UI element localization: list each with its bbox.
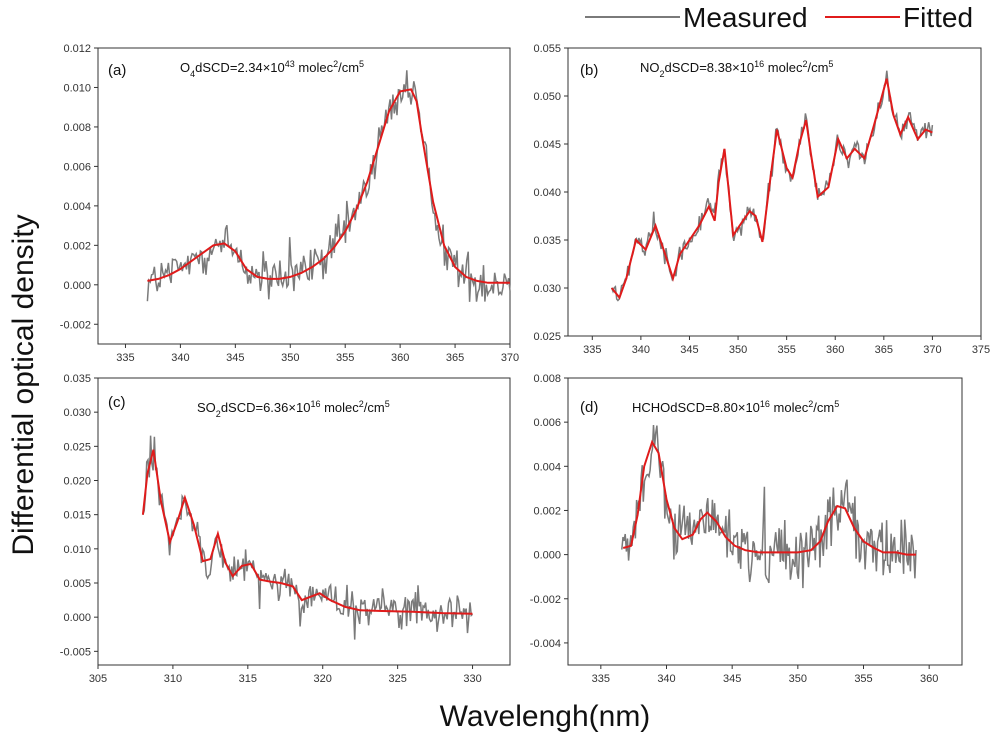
panel-d-y-tick-label: 0.004 [533, 461, 561, 473]
panel-a-label: (a) [108, 62, 126, 79]
panel-b-x-tick-label: 340 [632, 344, 650, 356]
panel-d-x-tick-label: 350 [789, 673, 807, 685]
panel-c-x-tick-label: 320 [314, 673, 332, 685]
panel-b-x-tick-label: 350 [729, 344, 747, 356]
panel-c-y-tick-label: 0.005 [63, 578, 91, 590]
panel-d: 335 340 345 350 355 360 -0.004 -0.002 0.000 0.00… [530, 373, 963, 685]
panel-b-x-tick-label: 355 [777, 344, 795, 356]
panel-d-x-tick-label: 360 [920, 673, 938, 685]
panel-b-measured-line [610, 70, 934, 302]
panel-a-x-tick-label: 360 [391, 352, 409, 364]
panel-b-y-tick-label: 0.055 [533, 43, 561, 55]
panel-a-y-tick-label: 0.006 [63, 161, 91, 173]
panel-d-y-tick-label: 0.000 [533, 550, 561, 562]
panel-a-measured-line [146, 70, 511, 302]
panel-a-y-tick-label: 0.010 [63, 82, 91, 94]
panel-a-y-ticks: -0.002 0.000 0.002 0.004 0.006 0.008 0.010 0.01… [60, 43, 98, 331]
y-axis-title: Differential optical density [7, 214, 40, 555]
panel-a-y-tick-label: 0.008 [63, 122, 91, 134]
panel-c-x-tick-label: 315 [239, 673, 257, 685]
panel-a-x-tick-label: 370 [501, 352, 519, 364]
panel-c-x-tick-label: 310 [164, 673, 182, 685]
panel-d-y-tick-label: 0.006 [533, 417, 561, 429]
panel-a-x-tick-label: 355 [336, 352, 354, 364]
panel-a-x-tick-label: 365 [446, 352, 464, 364]
panel-a-x-tick-label: 350 [281, 352, 299, 364]
panel-a-x-ticks: 335 340 345 350 355 360 365 370 [116, 344, 519, 364]
panel-d-fitted-line [622, 439, 916, 556]
panel-c-frame [97, 377, 511, 666]
panel-d-x-tick-label: 335 [592, 673, 610, 685]
panel-c-y-tick-label: 0.030 [63, 407, 91, 419]
panel-b-y-tick-label: 0.050 [533, 91, 561, 103]
panel-a-y-tick-label: -0.002 [60, 319, 91, 331]
panel-a-y-tick-label: 0.002 [63, 240, 91, 252]
panel-d-x-ticks: 335 340 345 350 355 360 [592, 665, 938, 685]
panel-b-x-tick-label: 345 [680, 344, 698, 356]
panel-c-y-tick-label: 0.035 [63, 373, 91, 385]
panel-c-annotation: SO2dSCD=6.36×1016 molec2/cm5 [197, 399, 390, 419]
panel-b-y-tick-label: 0.030 [533, 283, 561, 295]
panel-b-y-tick-label: 0.025 [533, 331, 561, 343]
panel-b-annotation: NO2dSCD=8.38×1016 molec2/cm5 [640, 59, 833, 79]
panel-b: 335 340 345 350 355 360 365 370 375 0.0250.0300.… [533, 43, 990, 356]
legend-fitted-label: Fitted [903, 2, 973, 33]
panel-b-y-tick-label: 0.035 [533, 235, 561, 247]
panel-b-x-tick-label: 375 [972, 344, 990, 356]
panel-d-x-tick-label: 340 [657, 673, 675, 685]
panel-d-annotation: HCHOdSCD=8.80×1016 molec2/cm5 [632, 399, 839, 415]
panel-d-x-tick-label: 355 [854, 673, 872, 685]
panel-b-x-tick-label: 335 [583, 344, 601, 356]
panel-d-y-ticks: -0.004 -0.002 0.000 0.002 0.004 0.006 0.008 [530, 373, 568, 650]
panel-d-y-tick-label: 0.008 [533, 373, 561, 385]
panel-c-y-tick-label: 0.020 [63, 476, 91, 488]
panel-c-x-tick-label: 305 [89, 673, 107, 685]
panel-c-y-tick-label: 0.010 [63, 544, 91, 556]
panel-a-x-tick-label: 335 [116, 352, 134, 364]
panel-c-y-ticks: -0.005 0.000 0.005 0.010 0.015 0.020 0.025 0.03… [60, 373, 98, 658]
panel-c-y-tick-label: 0.015 [63, 510, 91, 522]
panel-a-x-tick-label: 340 [171, 352, 189, 364]
panel-c-y-tick-label: 0.000 [63, 612, 91, 624]
panel-b-y-ticks: 0.025 0.030 0.035 0.040 0.045 0.050 0.055 [533, 43, 568, 343]
panel-c-fitted-line [141, 449, 473, 615]
panel-c-y-tick-label: 0.025 [63, 441, 91, 453]
panel-a-x-tick-label: 345 [226, 352, 244, 364]
panel-a-annotation: O4dSCD=2.34×1043 molec2/cm5 [180, 59, 364, 79]
panel-c: 305 310 315 320 325 330 -0.005 0.000 0.005 0.010… [60, 373, 511, 685]
legend-measured-label: Measured [683, 2, 808, 33]
panel-d-label: (d) [580, 399, 598, 416]
panel-b-y-tick-label: 0.040 [533, 187, 561, 199]
panel-c-label: (c) [108, 394, 126, 411]
panel-a-y-tick-label: 0.012 [63, 43, 91, 55]
panel-b-fitted-line [610, 78, 933, 300]
panel-d-y-tick-label: -0.004 [530, 638, 561, 650]
panel-a-frame [97, 47, 511, 345]
panel-b-x-ticks: 335 340 345 350 355 360 365 370 375 [583, 336, 990, 356]
panel-d-x-tick-label: 345 [723, 673, 741, 685]
panel-c-x-ticks: 305 310 315 320 325 330 [89, 665, 482, 685]
panel-b-label: (b) [580, 62, 598, 79]
panel-d-measured-line [621, 424, 917, 589]
legend: Measured Fitted [585, 2, 973, 33]
panel-a-fitted-line [147, 88, 510, 284]
panel-d-y-tick-label: -0.002 [530, 594, 561, 606]
panel-a-y-tick-label: 0.000 [63, 280, 91, 292]
x-axis-title: Wavelengh(nm) [440, 700, 651, 733]
panel-c-x-tick-label: 325 [388, 673, 406, 685]
panel-c-measured-line [142, 435, 474, 640]
panel-b-frame [567, 47, 982, 337]
panel-b-y-tick-label: 0.045 [533, 139, 561, 151]
panel-b-x-tick-label: 370 [923, 344, 941, 356]
panel-c-y-tick-label: -0.005 [60, 646, 91, 658]
panel-d-frame [567, 377, 963, 666]
panel-d-y-tick-label: 0.002 [533, 505, 561, 517]
panel-a: 335 340 345 350 355 360 365 370 -0.002 0.000 0.00… [60, 43, 519, 364]
panel-b-x-tick-label: 365 [875, 344, 893, 356]
panel-a-y-tick-label: 0.004 [63, 201, 91, 213]
panel-b-x-tick-label: 360 [826, 344, 844, 356]
panel-c-x-tick-label: 330 [463, 673, 481, 685]
